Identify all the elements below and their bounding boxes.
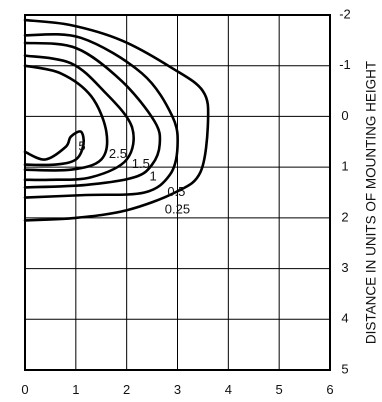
- contour-label: 0.25: [165, 202, 190, 217]
- x-tick-label: 0: [21, 382, 28, 397]
- contour-line-1: [23, 41, 162, 189]
- y-tick-label: 2: [341, 209, 348, 224]
- contour-line-2-5: [23, 64, 109, 172]
- contour-lines: [23, 18, 210, 222]
- contour-line-0-5: [23, 33, 180, 199]
- y-tick-label: 3: [341, 260, 348, 275]
- y-tick-label: 1: [341, 159, 348, 174]
- x-tick-label: 4: [225, 382, 232, 397]
- y-tick-labels: -2 -1 0 1 2 3 4 5: [339, 6, 351, 376]
- plot-frame: [24, 14, 331, 371]
- contour-label: 2.5: [109, 146, 127, 161]
- contour-label: 1.5: [132, 156, 150, 171]
- x-tick-label: 1: [72, 382, 79, 397]
- y-tick-label: -1: [339, 57, 351, 72]
- y-tick-label: 0: [341, 108, 348, 123]
- y-tick-label: -2: [339, 6, 351, 21]
- contour-label: 0.5: [167, 184, 185, 199]
- y-tick-label: 4: [341, 311, 348, 326]
- contour-line-1-5: [23, 54, 135, 182]
- contour-labels: 5 2.5 1.51 0.5 0.25: [78, 138, 190, 216]
- x-tick-label: 2: [123, 382, 130, 397]
- contour-line-5: [23, 130, 86, 167]
- contour-line-0-25: [23, 18, 210, 222]
- x-tick-label: 6: [326, 382, 333, 397]
- contour-label: 5: [78, 138, 85, 153]
- x-tick-label: 5: [276, 382, 283, 397]
- contour-label: 1: [150, 169, 157, 184]
- x-tick-labels: 0 1 2 3 4 5 6: [21, 382, 333, 397]
- x-tick-label: 3: [174, 382, 181, 397]
- y-tick-label: 5: [341, 361, 348, 376]
- y-axis-title: DISTANCE IN UNITS OF MOUNTING HEIGHT: [364, 61, 379, 344]
